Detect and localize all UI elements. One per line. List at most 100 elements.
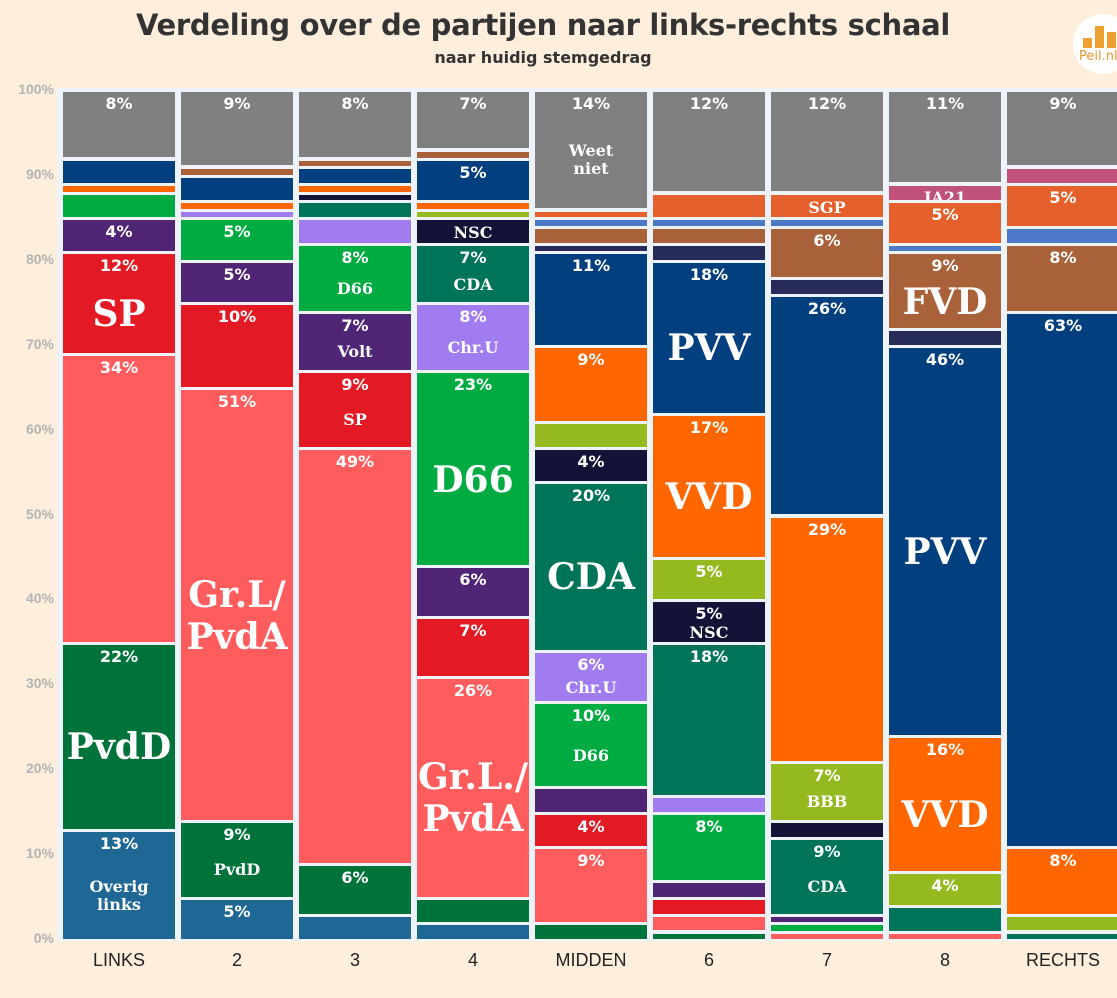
party-label: NSC xyxy=(453,223,493,243)
data-label: 4% xyxy=(105,222,133,242)
bar-segment-pvv: 26% xyxy=(771,296,883,515)
data-label: 9% xyxy=(813,842,841,862)
bar-segment-nsc: NSC xyxy=(417,220,529,243)
bar-segment-overig xyxy=(653,245,765,260)
bar-segment-pvv xyxy=(299,169,411,184)
bar-segment-fvd: 9% FVD xyxy=(889,254,1001,328)
bar-segment-overig-links xyxy=(299,916,411,939)
x-tick-label: 6 xyxy=(703,950,714,970)
bar-segment-volt: 6% xyxy=(417,568,529,617)
y-tick-label: 90% xyxy=(25,165,54,182)
bar-segment-weet-niet: 9% xyxy=(1007,92,1117,166)
bar-segment-vvd: 16% VVD xyxy=(889,738,1001,872)
bar-segment-fvd xyxy=(653,228,765,243)
bar-segment-weet-niet: 7% xyxy=(417,92,529,149)
bar-segment-cda xyxy=(889,908,1001,931)
bar-segment-vvd: 29% xyxy=(771,517,883,761)
data-label: 9% xyxy=(931,256,959,276)
data-label: 26% xyxy=(453,680,493,700)
data-label: 6% xyxy=(813,230,841,250)
bar-segment-weet-niet: 12% xyxy=(653,92,765,191)
bar-segment-denk xyxy=(889,245,1001,252)
party-label: D66 xyxy=(432,458,514,501)
data-label: 29% xyxy=(807,519,847,539)
bar-segment-sp: 9% SP xyxy=(299,373,411,447)
bar-segment-overig-links xyxy=(417,925,529,939)
bar-segment-nsc: 5% NSC xyxy=(653,602,765,642)
bar-segment-overig-links: 5% xyxy=(181,899,293,939)
bar-segment-sgp: SGP xyxy=(771,194,883,218)
bar-segment-gl-pvda: 49% xyxy=(299,449,411,863)
data-label: 10% xyxy=(217,307,257,327)
x-tick-label: 4 xyxy=(467,950,478,970)
data-label: 7% xyxy=(459,94,487,113)
data-label: 12% xyxy=(807,94,847,113)
bar-segment-denk xyxy=(1007,228,1117,243)
bar-segment-gl-pvda xyxy=(653,916,765,931)
bar-segment-fvd xyxy=(299,160,411,167)
data-label: 9% xyxy=(223,825,251,845)
data-label: 4% xyxy=(931,876,959,896)
bar-segment-gl-pvda xyxy=(771,933,883,939)
bar-segment-ja21: JA21 xyxy=(889,186,1001,201)
data-label: 14% xyxy=(571,94,611,113)
bar-segment-volt: 5% xyxy=(181,262,293,303)
bar-segment-pvdd xyxy=(535,925,647,939)
bar-segment-bbb: 5% xyxy=(653,559,765,600)
bar-segment-sp: 7% xyxy=(417,619,529,676)
data-label: 26% xyxy=(807,298,847,318)
bar-segment-cda: 9% CDA xyxy=(771,840,883,914)
party-label: Gr.L/ PvdA xyxy=(186,573,288,658)
bar-segment-cda xyxy=(299,203,411,218)
bar-segment-overig xyxy=(771,279,883,294)
party-label: Gr.L./ PvdA xyxy=(418,756,528,841)
peil-logo: Peil.nl xyxy=(1073,14,1117,74)
bar-segment-overig xyxy=(889,330,1001,345)
bar-segment-fvd: 6% xyxy=(771,228,883,277)
data-label: 8% xyxy=(341,94,369,113)
bar-segment-sp xyxy=(653,899,765,914)
bar-segment-d66 xyxy=(771,925,883,931)
bar-segment-fvd xyxy=(535,228,647,243)
bar-segment-weet-niet: 11% xyxy=(889,92,1001,183)
bar-segment-bbb xyxy=(417,211,529,218)
bar-segment-chru xyxy=(181,211,293,218)
bar-segment-vvd xyxy=(63,186,175,192)
data-label: 8% xyxy=(695,816,723,836)
bar-segment-sgp: 5% xyxy=(889,203,1001,243)
data-label: 11% xyxy=(571,256,611,276)
party-label: FVD xyxy=(902,280,988,323)
bar-segment-fvd xyxy=(417,152,529,158)
bar-segment-volt xyxy=(653,882,765,897)
bar-segment-pvdd: 22% PvdD xyxy=(63,644,175,829)
data-label: 6% xyxy=(459,570,487,590)
bar-segment-chru: 6% Chr.U xyxy=(535,653,647,702)
data-label: 18% xyxy=(689,264,729,284)
bar-segment-pvdd: 9% PvdD xyxy=(181,823,293,897)
data-label: 9% xyxy=(577,850,605,870)
data-label: 5% xyxy=(1049,188,1077,208)
bar-segment-cda: 18% xyxy=(653,644,765,795)
data-label: 12% xyxy=(689,94,729,113)
data-label: 5% xyxy=(459,162,487,182)
data-label: 7% xyxy=(341,315,369,335)
data-label: 9% xyxy=(577,349,605,369)
data-label: 16% xyxy=(925,740,965,760)
party-label: VVD xyxy=(901,794,989,837)
party-label: CDA xyxy=(807,877,847,897)
data-label: 13% xyxy=(99,833,139,853)
bar-segment-cda: 7% CDA xyxy=(417,245,529,303)
data-label: 5% xyxy=(931,205,959,225)
bar-segment-vvd: 8% xyxy=(1007,848,1117,914)
data-label: 4% xyxy=(577,816,605,836)
data-label: 8% xyxy=(1049,247,1077,267)
data-label: 8% xyxy=(459,307,487,327)
y-tick-label: 20% xyxy=(25,760,54,777)
x-tick-label: 2 xyxy=(231,950,242,970)
y-tick-label: 10% xyxy=(25,845,54,862)
data-label: 17% xyxy=(689,417,729,437)
party-label: D66 xyxy=(572,745,610,765)
bar-segment-pvv: 63% xyxy=(1007,313,1117,846)
bar-segment-overig-links: 13% Overig links xyxy=(63,831,175,939)
data-label: 5% xyxy=(223,264,251,284)
